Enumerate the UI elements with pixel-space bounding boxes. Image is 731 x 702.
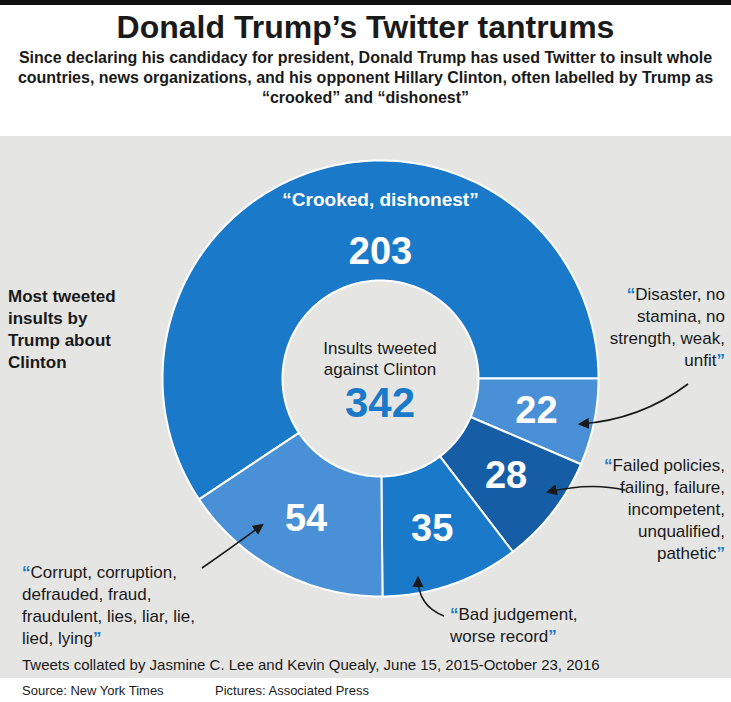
html-text:“ Failed policies, failing, fa: “ Failed policies, failing, failure, inc… [604,456,725,563]
html-text:Pictures: Associated Press: Pictures: Associated Press [215,683,369,698]
html-text:Donald Trump’s Twitter tantrum: Donald Trump’s Twitter tantrums [116,9,615,45]
svg-text:54: 54 [285,497,327,539]
svg-text:35: 35 [411,507,453,549]
html-text:342: 342 [345,379,415,426]
html-text:“ Bad judgement, worse record: “ Bad judgement, worse record ” [450,605,578,646]
html-text:“ Disaster, no stamina, no str: “ Disaster, no stamina, no strength, wea… [609,285,725,370]
html-text:Since declaring his candidacy: Since declaring his candidacy for presid… [17,49,714,106]
html-text:“ Corrupt, corruption, defraud: “ Corrupt, corruption, defrauded, fraud,… [22,563,195,648]
svg-text:22: 22 [515,389,557,431]
svg-text:28: 28 [485,454,527,496]
svg-text:“Crooked, dishonest”: “Crooked, dishonest” [282,189,478,210]
html-text:Most tweeted insults by Trump: Most tweeted insults by Trump about Clin… [8,287,116,372]
html-text:Tweets collated by Jasmine C.: Tweets collated by Jasmine C. Lee and Ke… [22,656,600,673]
html-text:Source: New York Times: Source: New York Times [22,683,164,698]
html-text:Insults tweeted against Clinto: Insults tweeted against Clinton [323,339,437,379]
svg-text:203: 203 [349,230,412,272]
